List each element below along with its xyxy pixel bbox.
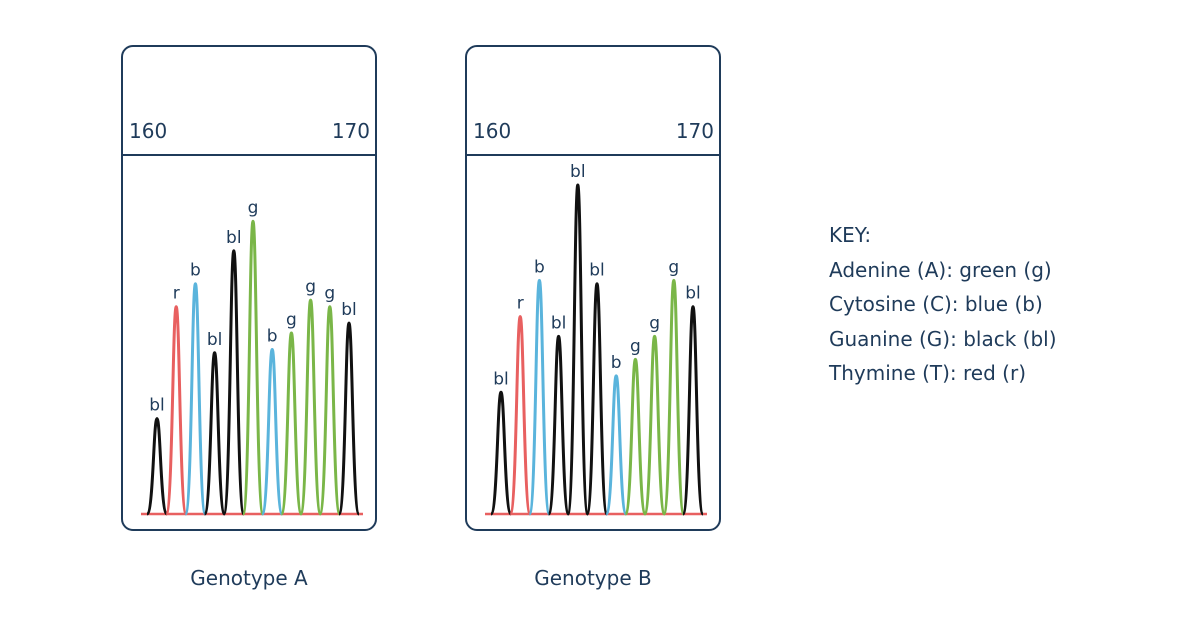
- key-title: KEY:: [829, 223, 872, 247]
- peak-red-2: [164, 305, 188, 516]
- peak-label-5: bl: [570, 162, 586, 182]
- peak-label-6: bl: [589, 261, 605, 281]
- peak-black-5: [566, 183, 590, 516]
- peak-label-1: bl: [493, 369, 509, 389]
- peak-black-1: [489, 390, 513, 516]
- peak-blue-7: [260, 348, 284, 516]
- genotype-b-caption: Genotype B: [534, 566, 652, 590]
- peak-green-8: [279, 331, 303, 516]
- legend-key: KEY: Adenine (A): green (g) Cytosine (C)…: [829, 218, 1057, 391]
- peak-green-9: [299, 298, 323, 516]
- axis-tick-start: 160: [473, 119, 512, 143]
- peak-black-11: [337, 321, 361, 516]
- peak-blue-7: [604, 374, 628, 516]
- peak-label-7: b: [611, 353, 622, 373]
- peak-label-9: g: [649, 313, 660, 333]
- axis-tick-start: 160: [129, 119, 168, 143]
- peak-label-3: b: [190, 261, 201, 281]
- header-divider: [467, 154, 719, 156]
- axis-tick-end: 170: [331, 119, 370, 143]
- peak-label-11: bl: [685, 284, 701, 304]
- key-item-cytosine: Cytosine (C): blue (b): [829, 292, 1043, 316]
- peak-black-1: [145, 417, 169, 516]
- peak-black-4: [203, 351, 227, 516]
- key-item-thymine: Thymine (T): red (r): [829, 361, 1026, 385]
- peak-label-8: g: [286, 310, 297, 330]
- key-item-guanine: Guanine (G): black (bl): [829, 326, 1057, 351]
- peak-green-10: [662, 278, 686, 516]
- peak-label-10: g: [324, 284, 335, 304]
- genotype-a-caption: Genotype A: [190, 566, 308, 590]
- peak-label-7: b: [267, 327, 278, 347]
- peak-blue-3: [183, 282, 207, 516]
- chromatogram-panel-b: 160 170 bl r b bl bl bl b g g g bl: [465, 45, 721, 531]
- peak-black-11: [681, 305, 705, 516]
- peak-label-6: g: [248, 198, 259, 218]
- axis-tick-end: 170: [675, 119, 714, 143]
- peak-label-8: g: [630, 336, 641, 356]
- chromatogram-panel-a: 160 170 bl r b bl bl g b g g g bl: [121, 45, 377, 531]
- peak-black-5: [222, 249, 246, 516]
- peak-label-3: b: [534, 257, 545, 277]
- peak-label-4: bl: [207, 330, 223, 350]
- peak-green-6: [241, 219, 265, 516]
- peak-green-10: [318, 305, 342, 516]
- peak-label-2: r: [517, 294, 524, 314]
- peak-green-9: [643, 334, 667, 516]
- peak-label-11: bl: [341, 300, 357, 320]
- header-divider: [123, 154, 375, 156]
- peak-label-2: r: [173, 284, 180, 304]
- peak-red-2: [508, 315, 532, 516]
- peak-label-1: bl: [149, 396, 165, 416]
- peak-label-4: bl: [551, 313, 567, 333]
- peak-label-9: g: [305, 277, 316, 297]
- peak-black-6: [585, 282, 609, 516]
- peak-blue-3: [527, 278, 551, 516]
- peak-label-5: bl: [226, 228, 242, 248]
- peak-green-8: [623, 357, 647, 516]
- peak-black-4: [547, 334, 571, 516]
- peak-label-10: g: [668, 257, 679, 277]
- key-item-adenine: Adenine (A): green (g): [829, 257, 1052, 282]
